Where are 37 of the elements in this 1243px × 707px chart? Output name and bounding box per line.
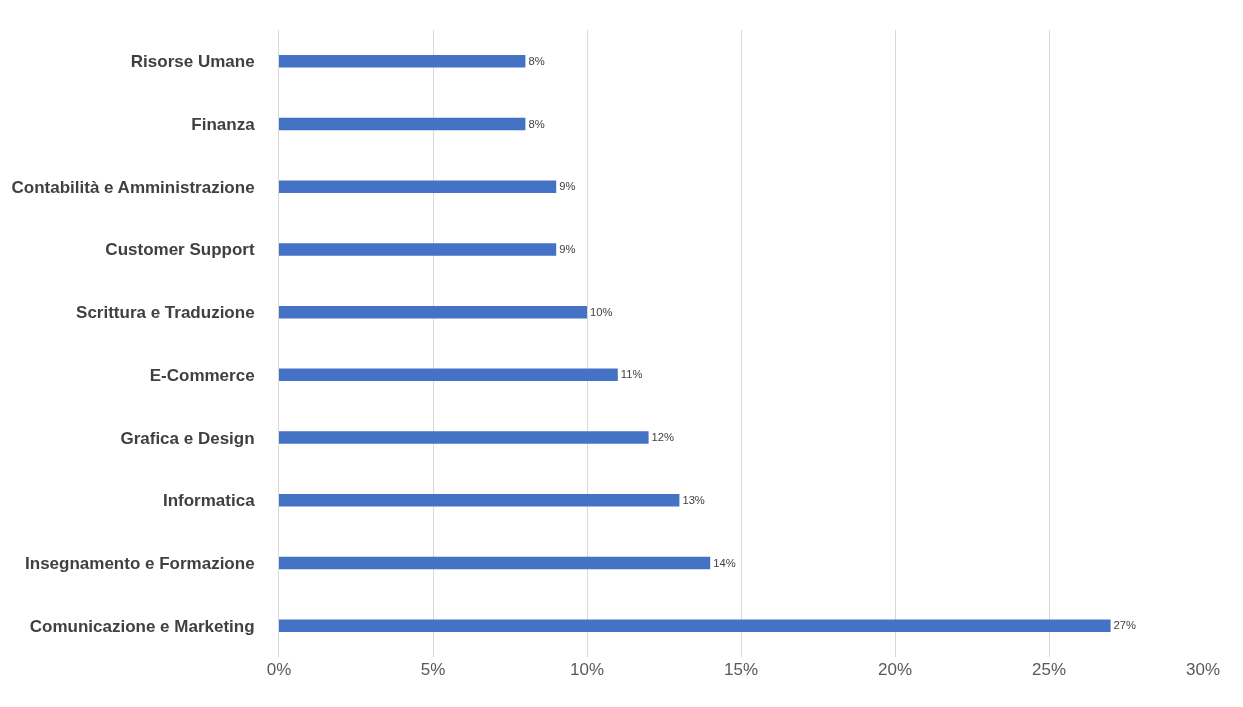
bar — [279, 556, 711, 570]
bar — [279, 243, 557, 256]
y-tick-label: Comunicazione e Marketing — [29, 616, 255, 636]
y-tick-label: Customer Support — [105, 240, 255, 260]
y-tick-label: Informatica — [162, 491, 256, 511]
data-label: 9% — [559, 180, 576, 193]
bar — [279, 117, 526, 131]
y-tick-label: E-Commerce — [149, 365, 255, 385]
x-tick-label: 15% — [723, 660, 759, 679]
x-tick-label: 10% — [569, 660, 605, 679]
x-tick-label: 5% — [420, 660, 446, 679]
bar — [279, 431, 649, 444]
y-tick-label: Insegnamento e Formazione — [25, 553, 255, 573]
data-label: 8% — [528, 54, 545, 67]
data-label: 8% — [528, 117, 545, 130]
y-tick-label: Risorse Umane — [130, 52, 255, 72]
data-label: 12% — [651, 431, 675, 444]
bar — [279, 619, 1111, 632]
y-tick-label: Scrittura e Traduzione — [76, 303, 255, 323]
data-label: 11% — [620, 368, 643, 381]
x-tick-label: 0% — [266, 660, 292, 679]
y-tick-label: Contabilità e Amministrazione — [11, 177, 255, 197]
x-tick-label: 25% — [1031, 660, 1067, 679]
bar — [279, 180, 557, 194]
x-tick-label: 30% — [1185, 660, 1221, 679]
data-label: 9% — [559, 243, 576, 256]
x-tick-label: 20% — [877, 660, 913, 679]
bar — [279, 305, 587, 319]
data-label: 14% — [713, 556, 736, 569]
bar — [279, 368, 618, 382]
data-label: 27% — [1113, 619, 1137, 632]
bar — [279, 55, 526, 68]
data-label: 13% — [682, 493, 705, 506]
data-label: 10% — [590, 305, 613, 318]
y-tick-label: Finanza — [191, 115, 256, 134]
bar — [279, 493, 680, 507]
y-tick-label: Grafica e Design — [120, 428, 255, 448]
